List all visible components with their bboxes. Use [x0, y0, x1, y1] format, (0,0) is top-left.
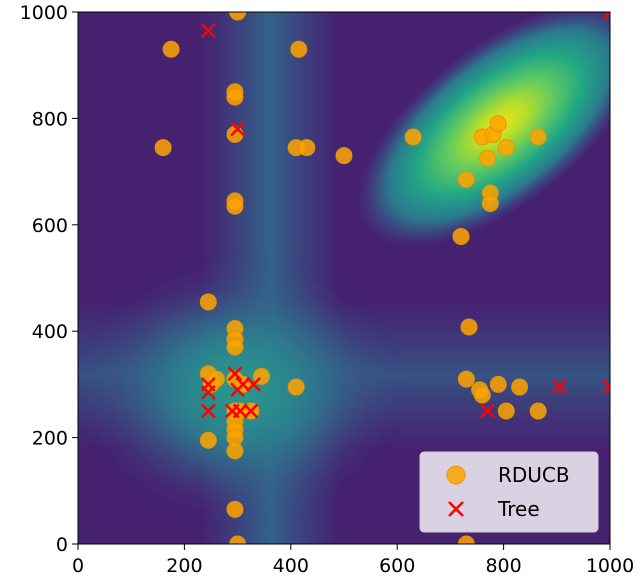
tree-point	[602, 12, 610, 20]
plot-frame	[77, 11, 611, 545]
y-tick-label: 800	[32, 108, 68, 130]
rducb-point	[207, 370, 225, 388]
axis-ticks: 0 200 400 600 800 1000 0 200 400 600 800 1000	[20, 2, 635, 577]
tree-point	[232, 403, 248, 419]
x-tick-label: 400	[273, 555, 309, 577]
tree-point	[246, 377, 261, 392]
rducb-point	[199, 293, 217, 311]
tree-point	[552, 379, 567, 395]
rducb-point	[199, 431, 217, 449]
x-tick-label: 200	[166, 555, 202, 577]
rducb-point	[457, 535, 475, 544]
legend-label-rducb: RDUCB	[498, 463, 570, 487]
rducb-point	[298, 139, 316, 157]
rducb-point	[226, 88, 244, 106]
tree-point	[227, 366, 243, 382]
rducb-point	[529, 402, 547, 420]
legend-marker-tree	[448, 501, 464, 517]
x-tick-label: 0	[72, 555, 84, 577]
rducb-point	[497, 139, 515, 157]
rducb-point	[489, 375, 507, 393]
y-tick-label: 600	[32, 215, 68, 237]
rducb-point	[479, 149, 497, 167]
rducb-point	[226, 197, 244, 215]
tree-point	[235, 377, 251, 392]
x-tick-label: 800	[485, 555, 521, 577]
y-tick-label: 400	[32, 321, 68, 343]
rducb-point	[497, 402, 515, 420]
y-tick-label: 200	[32, 428, 68, 450]
rducb-point	[473, 386, 491, 404]
rducb-point	[489, 115, 507, 133]
y-tick-label: 0	[56, 534, 68, 556]
rducb-point	[481, 195, 499, 213]
rducb-point	[226, 338, 244, 356]
tree-point	[243, 403, 259, 419]
rducb-point	[226, 442, 244, 460]
rducb-point	[452, 228, 470, 246]
rducb-point	[457, 370, 475, 388]
tree-point	[200, 384, 216, 400]
rducb-point	[460, 318, 478, 336]
rducb-point	[226, 125, 244, 143]
rducb-point	[335, 147, 353, 165]
legend: RDUCB Tree	[419, 451, 599, 533]
rducb-point	[290, 40, 308, 58]
rducb-point	[162, 40, 180, 58]
rducb-point	[154, 139, 172, 157]
rducb-point	[229, 535, 247, 544]
rducb-point	[511, 378, 529, 396]
data-points	[154, 12, 610, 544]
y-tick-label: 1000	[20, 2, 68, 24]
x-tick-label: 600	[379, 555, 415, 577]
rducb-point	[404, 128, 422, 146]
tree-point	[200, 23, 216, 39]
rducb-point	[529, 128, 547, 146]
tree-point	[230, 121, 245, 137]
rducb-point	[457, 171, 475, 189]
legend-marker-rducb	[446, 465, 466, 485]
tree-point	[602, 379, 610, 395]
rducb-point	[226, 500, 244, 518]
tree-point	[200, 403, 216, 419]
rducb-point	[229, 12, 247, 21]
legend-label-tree: Tree	[497, 497, 540, 521]
tree-point	[480, 403, 496, 419]
x-tick-label: 1000	[586, 555, 634, 577]
rducb-point	[287, 378, 305, 396]
